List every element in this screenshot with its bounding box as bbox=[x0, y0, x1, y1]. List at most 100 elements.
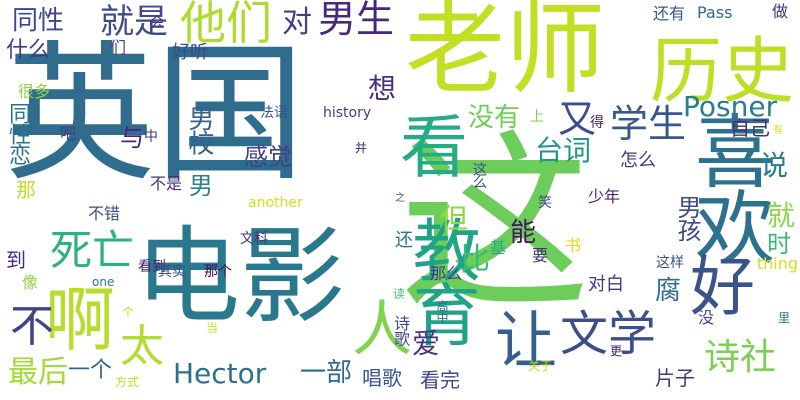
word-bing: 并 bbox=[355, 141, 368, 155]
word-shuo: 说 bbox=[760, 149, 789, 182]
word-bucuo: 不错 bbox=[88, 204, 121, 223]
word-zhe: 这 bbox=[400, 114, 591, 335]
word-kandao: 看到 bbox=[138, 259, 166, 275]
word-fangshi: 方式 bbox=[115, 375, 140, 389]
word-lishi: 历史 bbox=[650, 29, 795, 113]
word-kanwan: 看完 bbox=[420, 368, 460, 392]
word-tongxing: 同性 bbox=[12, 6, 65, 36]
word-yige: 一个 bbox=[68, 358, 113, 383]
word-zenme: 怎么 bbox=[620, 150, 656, 171]
word-pass: Pass bbox=[697, 3, 733, 22]
word-shishe: 诗社 bbox=[704, 337, 777, 378]
word-henduo: 很多 bbox=[18, 82, 51, 101]
word-haoting: 好听 bbox=[172, 42, 208, 63]
word-xiao: 笑 bbox=[538, 195, 552, 211]
word-posner: Posner bbox=[683, 90, 778, 123]
word-shenme: 什么 bbox=[6, 38, 51, 63]
word-de: 得 bbox=[590, 115, 604, 131]
word-ganjue: 感觉 bbox=[244, 143, 292, 171]
word-rang: 让 bbox=[495, 304, 558, 377]
word-taici: 台词 bbox=[535, 134, 592, 167]
word-history: history bbox=[323, 105, 372, 121]
word-zuo: 做 bbox=[772, 2, 789, 21]
word-wenxue: 文学 bbox=[560, 306, 657, 362]
word-dao: 到 bbox=[6, 248, 26, 272]
word-laoshi: 老师 bbox=[405, 0, 605, 108]
word-you2: 有 bbox=[773, 125, 783, 136]
word-changge: 唱歌 bbox=[362, 366, 402, 390]
word-qishi: 其实 bbox=[158, 264, 186, 280]
word-haiyou: 还有 bbox=[653, 4, 686, 23]
word-shang: 上 bbox=[530, 109, 544, 125]
word-jiu: 就 bbox=[767, 199, 796, 232]
word-one: one bbox=[92, 275, 115, 289]
word-a: 啊 bbox=[45, 279, 115, 361]
word-hao: 好 bbox=[690, 250, 756, 325]
word-tai: 太 bbox=[120, 321, 164, 372]
word-gaozhong: 高中 bbox=[435, 300, 449, 323]
word-shu: 书 bbox=[565, 236, 582, 255]
word-fayu: 法语 bbox=[260, 105, 288, 121]
word-na: 那 bbox=[16, 178, 36, 202]
word-dan: 但 bbox=[440, 202, 469, 235]
word-neng: 能 bbox=[510, 218, 537, 248]
word-you: 又 bbox=[558, 97, 597, 141]
word-xiang2: 像 bbox=[22, 273, 39, 292]
word-kan: 看 bbox=[400, 109, 469, 188]
word-thing: thing bbox=[756, 254, 798, 273]
word-men: 们 bbox=[110, 38, 127, 57]
word-ge: 个 bbox=[122, 305, 135, 319]
word-name: 那么 bbox=[430, 264, 463, 283]
word-yao: 要 bbox=[532, 246, 549, 265]
word-shige: 诗歌 bbox=[391, 315, 410, 346]
word-ba: 吧 bbox=[60, 124, 77, 143]
word-xiang: 想 bbox=[368, 72, 397, 105]
word-another: another bbox=[248, 195, 303, 211]
word-zhong: 中 bbox=[144, 129, 158, 145]
word-siwang: 死亡 bbox=[50, 226, 135, 275]
word-du: 读 bbox=[393, 287, 406, 301]
word-fu: 腐 bbox=[655, 276, 682, 306]
word-mei: 没 bbox=[698, 308, 715, 327]
word-duibai: 对白 bbox=[588, 274, 624, 295]
word-ai: 爱 bbox=[412, 327, 441, 360]
word-bi: 比 bbox=[460, 242, 490, 277]
word-zuihou: 最后 bbox=[8, 355, 68, 390]
word-meiyou: 没有 bbox=[468, 103, 521, 133]
word-geng: 更 bbox=[610, 344, 623, 358]
word-xuesheng: 学生 bbox=[610, 102, 687, 146]
word-xihuan: 喜欢 bbox=[682, 110, 775, 262]
word-ji: 基 bbox=[490, 238, 507, 257]
word-nanxiao: 男校 bbox=[184, 105, 214, 155]
word-dui: 对 bbox=[282, 5, 312, 40]
word-ziji: 自己 bbox=[730, 116, 770, 140]
word-yingguo: 英国 bbox=[5, 28, 306, 202]
word-zheme: 这么 bbox=[471, 162, 487, 189]
word-zheyang: 这样 bbox=[656, 255, 684, 271]
word-jiushi: 就是 bbox=[100, 2, 168, 42]
word-dang: 当 bbox=[206, 321, 219, 335]
word-pianzi: 片子 bbox=[655, 366, 695, 390]
word-bushi: 不是 bbox=[150, 174, 183, 193]
word-tongxinglian: 同性恋 bbox=[5, 102, 30, 165]
word-dianying: 电影 bbox=[135, 216, 346, 338]
word-nan: 男 bbox=[189, 172, 213, 200]
word-nansheng: 男生 bbox=[318, 0, 395, 41]
word-jiaoyu: 教育 bbox=[400, 215, 479, 345]
word-hector: Hector bbox=[173, 357, 267, 390]
word-shaonian: 少年 bbox=[588, 187, 621, 206]
word-li: 里 bbox=[778, 311, 791, 325]
word-yibu: 一部 bbox=[300, 358, 353, 388]
word-nanhai: 男孩 bbox=[673, 195, 701, 241]
word-tamen: 他们 bbox=[180, 0, 272, 50]
word-zhi: 之 bbox=[395, 193, 405, 204]
word-hui: 会 bbox=[150, 15, 164, 31]
word-ren: 人 bbox=[352, 295, 412, 365]
word-shi: 时 bbox=[767, 230, 791, 258]
word-wenke: 文科 bbox=[240, 231, 268, 247]
word-bu: 不 bbox=[10, 301, 54, 352]
word-hai: 还 bbox=[395, 230, 413, 251]
word-guanyu: 关于 bbox=[528, 359, 553, 373]
word-nage: 那个 bbox=[204, 264, 232, 280]
